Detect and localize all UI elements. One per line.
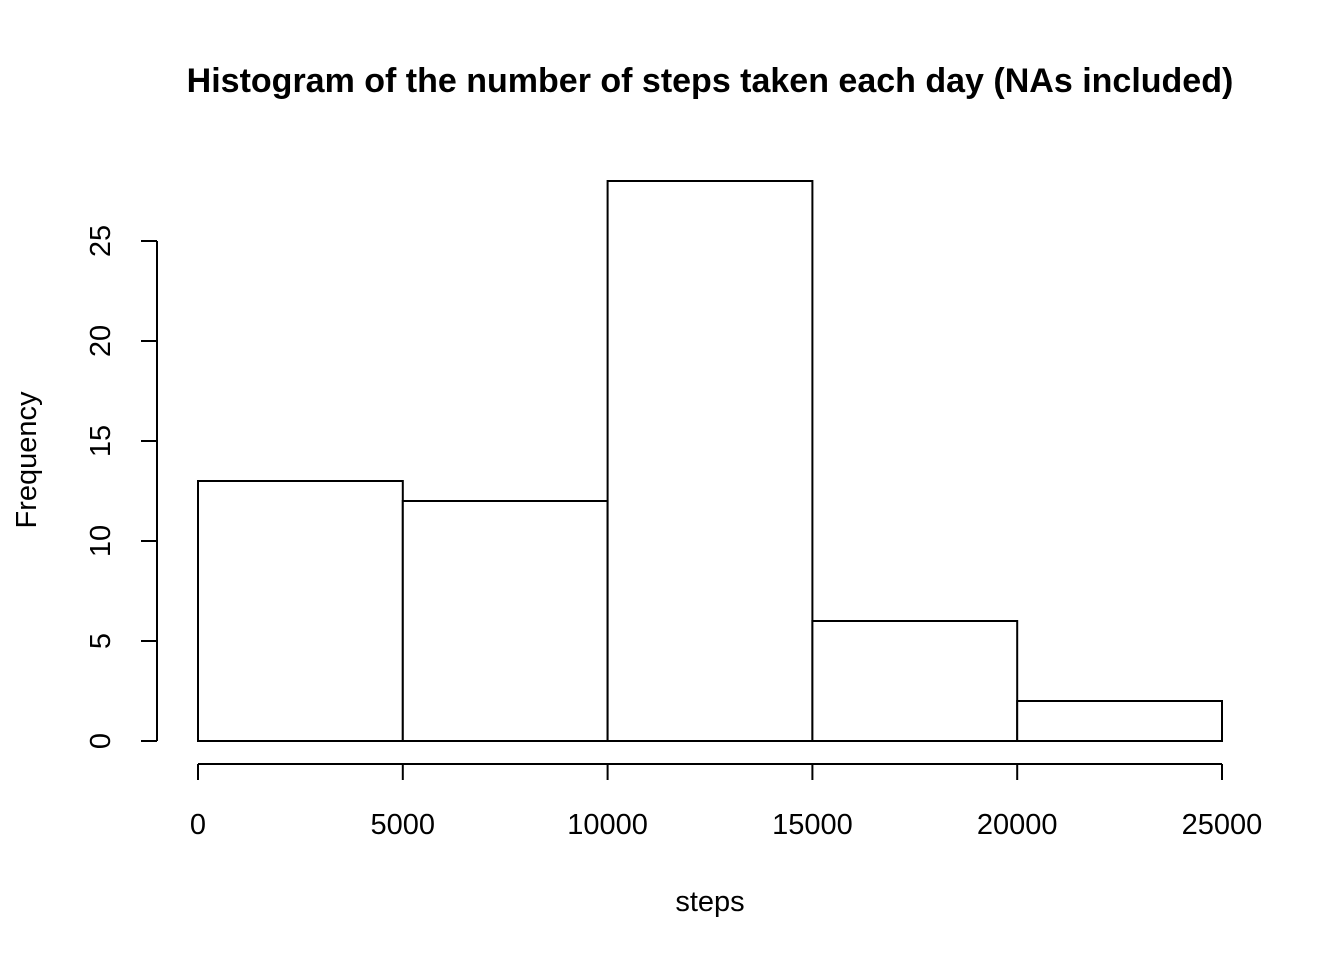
x-tick-label-2: 10000 bbox=[567, 809, 648, 841]
x-axis: 0 5000 10000 15000 20000 25000 bbox=[190, 763, 1263, 841]
histogram-bar-4 bbox=[1016, 700, 1224, 742]
histogram-bar-2 bbox=[606, 180, 814, 742]
x-tick-label-0: 0 bbox=[190, 809, 206, 841]
histogram-bar-3 bbox=[811, 620, 1019, 742]
y-tick-label-1: 5 bbox=[85, 633, 117, 649]
y-tick-label-2: 10 bbox=[85, 525, 117, 557]
y-tick-label-0: 0 bbox=[85, 733, 117, 749]
y-tick-label-3: 15 bbox=[85, 425, 117, 457]
x-tick-label-5: 25000 bbox=[1182, 809, 1263, 841]
y-axis: 0 5 10 15 20 25 bbox=[85, 225, 158, 749]
y-tick-label-5: 25 bbox=[85, 225, 117, 257]
y-axis-label: Frequency bbox=[11, 391, 43, 529]
x-tick-label-1: 5000 bbox=[371, 809, 436, 841]
x-axis-label: steps bbox=[675, 886, 744, 918]
x-tick-label-3: 15000 bbox=[772, 809, 853, 841]
x-tick-label-4: 20000 bbox=[977, 809, 1058, 841]
y-tick-label-4: 20 bbox=[85, 325, 117, 357]
bars-group bbox=[197, 180, 1224, 742]
histogram-bar-1 bbox=[401, 500, 609, 742]
chart-title: Histogram of the number of steps taken e… bbox=[187, 62, 1234, 100]
histogram-bar-0 bbox=[197, 480, 404, 742]
